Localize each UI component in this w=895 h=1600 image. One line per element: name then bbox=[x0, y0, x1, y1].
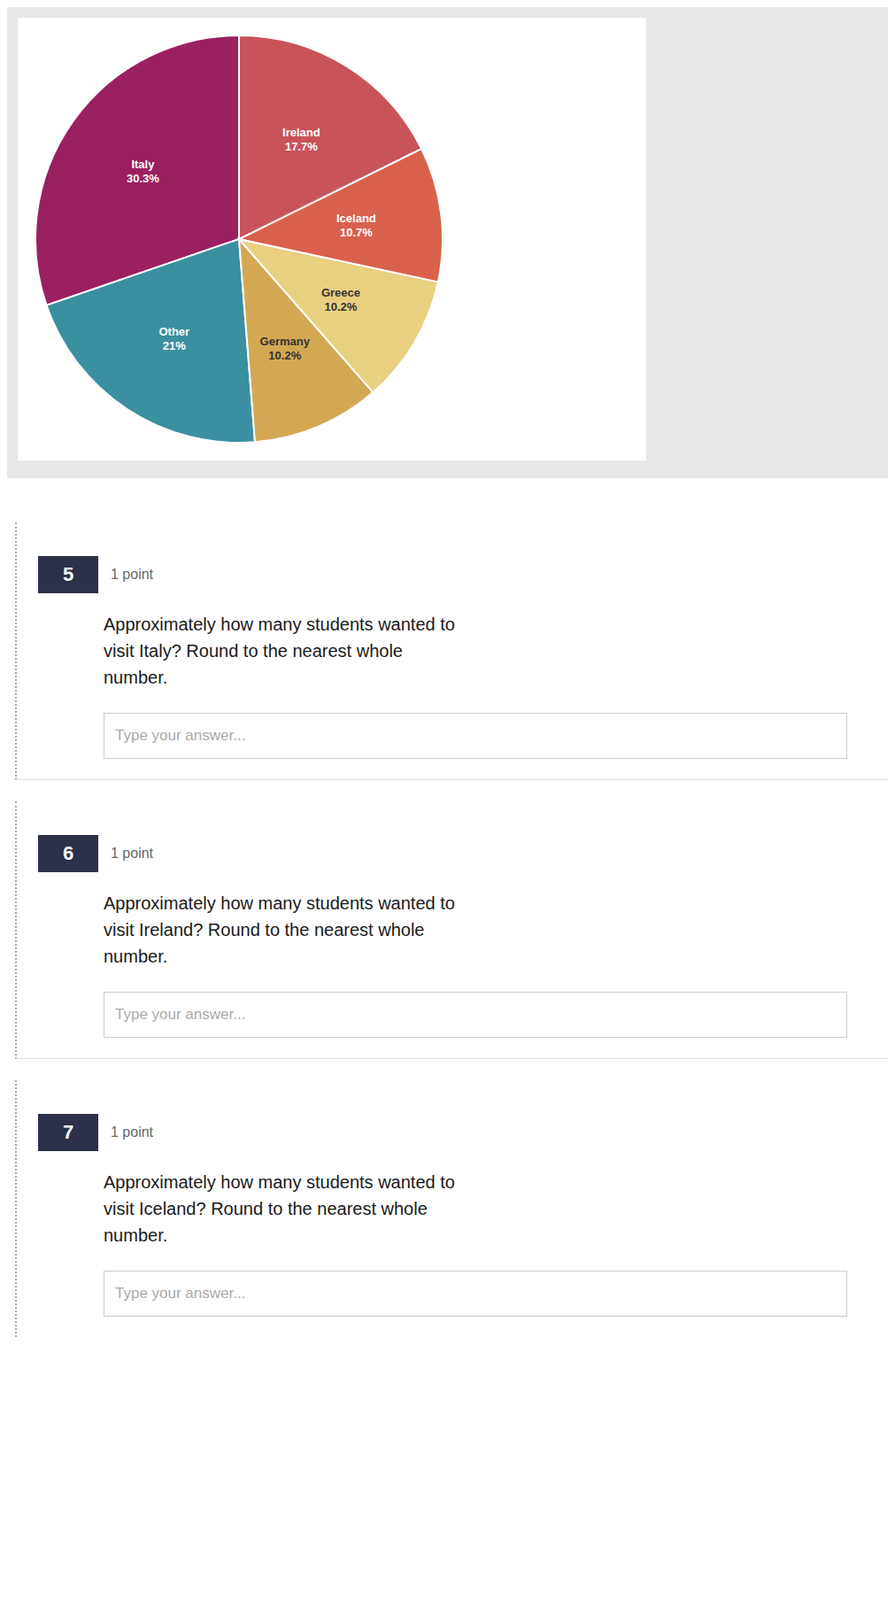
svg-text:Other21%: Other21% bbox=[158, 324, 190, 352]
html-text:1 point: 1 point bbox=[110, 1124, 154, 1140]
html-text:1 point: 1 point bbox=[110, 845, 154, 861]
html-text:Approximately how many student: Approximately how many students wanted t… bbox=[103, 1172, 455, 1245]
svg-text:Ireland17.7%: Ireland17.7% bbox=[282, 124, 321, 153]
svg-text:Italy30.3%: Italy30.3% bbox=[126, 156, 160, 185]
svg-text:Iceland10.7%: Iceland10.7% bbox=[336, 210, 377, 239]
html-text:6: 6 bbox=[62, 841, 74, 865]
svg-text:Greece10.2%: Greece10.2% bbox=[321, 285, 361, 313]
html-text:5: 5 bbox=[62, 563, 74, 586]
html-text:Type your answer...: Type your answer... bbox=[115, 726, 246, 744]
html-text:Approximately how many student: Approximately how many students wanted t… bbox=[103, 614, 455, 687]
html-text:7: 7 bbox=[62, 1120, 74, 1143]
html-text:1 point: 1 point bbox=[110, 566, 154, 582]
html-text:Type your answer...: Type your answer... bbox=[115, 1005, 246, 1023]
svg-text:Germany10.2%: Germany10.2% bbox=[260, 333, 311, 362]
html-text:Type your answer...: Type your answer... bbox=[115, 1284, 246, 1302]
html-text:Approximately how many student: Approximately how many students wanted t… bbox=[103, 893, 455, 966]
